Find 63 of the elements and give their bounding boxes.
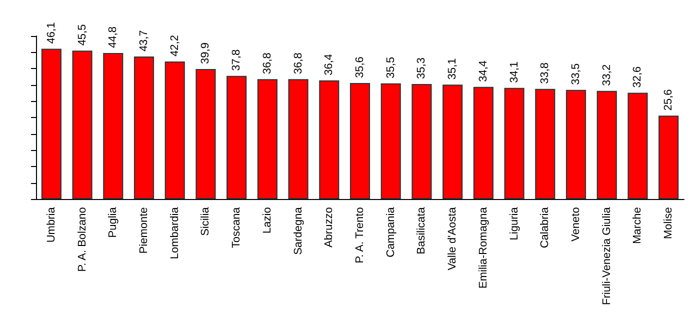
bar — [596, 90, 617, 200]
bar — [164, 61, 185, 200]
data-label: 44,8 — [107, 26, 120, 48]
x-tick-label: Umbria — [45, 206, 58, 243]
x-tick-label: Emilia-Romagna — [477, 206, 490, 288]
x-tick-label: Veneto — [570, 207, 582, 242]
data-label: 37,8 — [230, 49, 243, 71]
x-tick-label: Puglia — [107, 206, 120, 238]
x-tick-label: Liguria — [508, 206, 520, 240]
bar — [658, 116, 679, 200]
x-tick-label: Basilicata — [416, 206, 428, 254]
bar — [226, 76, 247, 200]
bar — [504, 88, 524, 200]
x-tick-label: Toscana — [230, 206, 243, 248]
bar — [134, 56, 154, 200]
data-label: 46,1 — [45, 22, 58, 44]
x-tick-label: Sicilia — [200, 206, 212, 236]
data-label: 34,1 — [508, 61, 520, 83]
x-tick-label: Marche — [632, 207, 644, 244]
x-tick-label: Valle d'Aosta — [446, 206, 459, 270]
x-tick-label: P. A. Bolzano — [76, 207, 88, 272]
bar — [350, 82, 370, 200]
x-tick-label: P. A. Trento — [354, 207, 366, 264]
data-label: 35,3 — [416, 58, 428, 79]
bar — [473, 86, 494, 200]
data-label: 36,8 — [292, 52, 304, 74]
bar — [566, 90, 586, 200]
x-tick-label: Friuli-Venezia Giulia — [600, 206, 613, 306]
x-tick-label: Lazio — [261, 207, 274, 234]
x-tick-label: Lombardia — [168, 206, 181, 260]
data-label: 42,2 — [168, 35, 181, 56]
data-label: 33,2 — [600, 64, 613, 86]
data-label: 34,4 — [477, 60, 490, 82]
x-tick-label: Molise — [662, 207, 675, 239]
x-tick-label: Abruzzo — [323, 207, 336, 248]
x-tick-label: Calabria — [539, 206, 552, 248]
bar — [628, 92, 648, 200]
data-label: 25,6 — [662, 89, 675, 111]
data-label: 35,1 — [446, 58, 459, 80]
x-tick-label: Sardegna — [292, 206, 304, 255]
bar — [412, 84, 432, 200]
data-label: 45,5 — [76, 24, 88, 46]
bar — [196, 68, 216, 200]
x-tick-label: Piemonte — [138, 207, 150, 254]
bar — [103, 52, 124, 200]
data-label: 33,5 — [570, 63, 582, 85]
data-label: 35,5 — [384, 56, 397, 78]
data-label: 32,6 — [632, 66, 644, 88]
bar — [288, 79, 308, 200]
data-label: 43,7 — [138, 30, 150, 52]
bar — [442, 84, 463, 200]
data-label: 39,9 — [200, 42, 212, 64]
data-label: 36,4 — [323, 54, 336, 76]
bar — [72, 50, 92, 200]
bar — [41, 48, 62, 200]
data-label: 35,6 — [354, 56, 366, 78]
bar — [380, 83, 401, 200]
bar — [319, 80, 340, 200]
data-label: 33,8 — [539, 62, 552, 84]
bar — [535, 88, 556, 200]
x-tick-label: Campania — [384, 206, 397, 258]
data-label: 36,8 — [261, 52, 274, 74]
bar — [257, 79, 278, 200]
